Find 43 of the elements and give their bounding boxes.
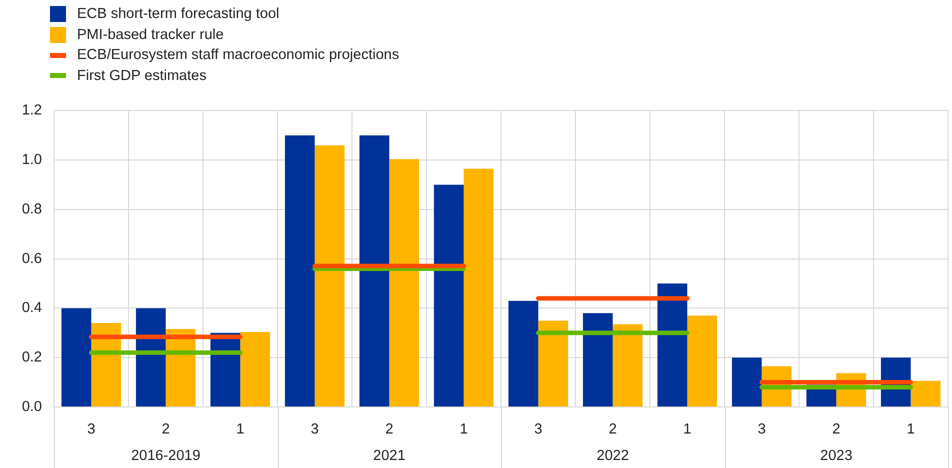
y-tick-label: 0.6 [22,250,42,267]
bar [657,284,688,406]
bar [732,358,762,406]
bar [538,320,568,406]
y-tick-label: 0.0 [22,399,42,415]
text: 2022 [596,448,629,464]
x-tick-label: 1 [906,422,915,438]
legend-label: First GDP estimates [77,68,206,84]
bar [612,324,643,406]
text: 2023 [820,448,852,464]
x-tick-label: 1 [460,422,468,438]
y-tick-label: 1.2 [22,102,42,119]
x-tick-label: 3 [310,422,319,438]
x-tick-label: 2 [832,422,840,438]
bar [240,332,270,406]
bar [508,300,538,406]
y-tick-label: 0.2 [22,350,42,366]
x-tick-label: 2 [162,422,170,438]
y-tick-label: 0.8 [22,201,42,218]
legend-label: ECB/Eurosystem staff macroeconomic projections [77,47,400,64]
bar [359,135,390,406]
bar [687,316,718,406]
legend-label: PMI-based tracker rule [77,26,224,43]
y-tick-label: 1.0 [22,152,42,168]
x-tick-label: 3 [758,422,766,438]
x-tick-label: 1 [236,422,244,438]
text: 2021 [373,448,406,464]
x-tick-label: 2 [385,422,394,438]
bar [61,308,92,406]
bar [910,380,941,406]
bar [434,184,464,406]
x-tick-label: 3 [534,422,542,438]
x-tick-label: 3 [87,422,96,438]
x-tick-label: 2 [608,422,617,438]
x-tick-label: 1 [683,422,692,438]
bar [389,159,420,406]
y-tick-label: 0.4 [22,300,42,316]
bar [582,313,613,406]
bar [284,135,315,406]
text: 2016-2019 [131,448,200,464]
legend-label: ECB short-term forecasting tool [77,6,280,22]
bar [464,168,494,406]
bar [314,145,345,406]
